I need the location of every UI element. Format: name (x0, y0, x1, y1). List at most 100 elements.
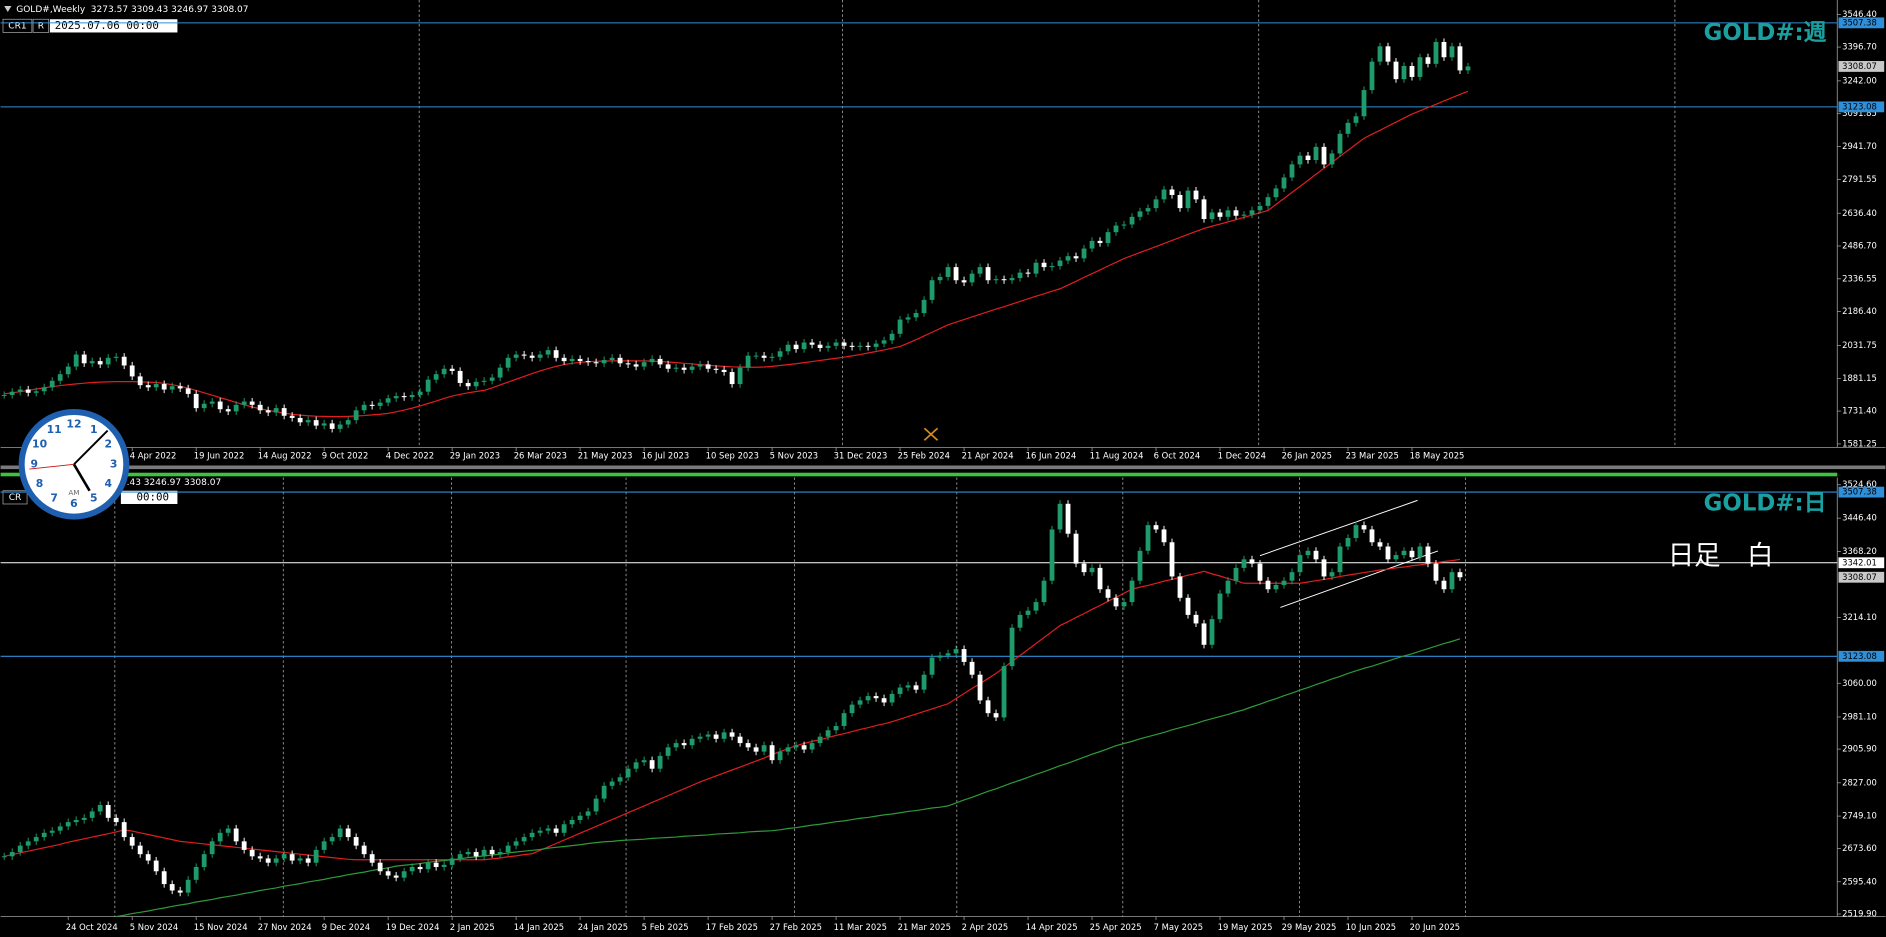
candle-body (625, 768, 631, 778)
candle-body (633, 364, 639, 367)
candle-body (601, 360, 607, 364)
chart-title: GOLD#:週 (1704, 20, 1827, 46)
y-tick-label: 3091.85 (1842, 108, 1877, 118)
y-tick-label: 2791.55 (1842, 174, 1877, 184)
y-tick-label: 2749.10 (1842, 811, 1877, 821)
candle-body (849, 704, 855, 714)
candle-body (1465, 66, 1471, 71)
button[interactable] (2, 490, 28, 505)
candle-body (1361, 525, 1367, 530)
candle-body (345, 420, 351, 425)
candle-body (929, 280, 935, 300)
candle-body (377, 862, 383, 872)
candle-body (1209, 212, 1215, 220)
candle-body (305, 420, 311, 423)
y-tick-label: 3396.70 (1842, 42, 1877, 52)
candle-body (1321, 559, 1327, 577)
candle-body (817, 344, 823, 348)
candle-body (921, 674, 927, 690)
x-tick-label: 16 Jul 2023 (642, 450, 690, 460)
y-tick-label: 3524.60 (1842, 479, 1877, 489)
candle-body (769, 356, 775, 358)
candle-body (289, 415, 295, 418)
candle-body (497, 852, 503, 855)
candle-body (873, 696, 879, 699)
y-tick-label: 2673.60 (1842, 843, 1877, 853)
candle-body (865, 345, 871, 347)
candle-body (681, 743, 687, 746)
button-label[interactable]: CR (9, 493, 22, 503)
candle-body (313, 849, 319, 863)
price-tag (1838, 17, 1885, 29)
candle-body (113, 817, 119, 823)
candle-body (417, 866, 423, 870)
candle-body (817, 736, 823, 744)
candle-body (1321, 146, 1327, 165)
candle-body (337, 424, 343, 429)
candle-body (313, 420, 319, 426)
candle-body (1377, 542, 1383, 547)
button-label[interactable]: CR1 (8, 21, 26, 31)
candle-body (1345, 122, 1351, 134)
candle-body (1433, 563, 1439, 581)
candle-body (33, 391, 39, 393)
candle-body (217, 832, 223, 842)
candle-body (425, 862, 431, 870)
candle-body (1001, 279, 1007, 281)
x-tick-label: 7 May 2025 (1154, 922, 1203, 932)
candle-body (369, 854, 375, 863)
candle-body (673, 743, 679, 748)
menu-arrow[interactable] (4, 6, 12, 13)
candle-body (593, 362, 599, 364)
candle-body (57, 826, 63, 831)
candle-body (889, 333, 895, 341)
candle-body (809, 342, 815, 345)
x-tick-label: 14 Jan 2025 (514, 922, 564, 932)
candle-body (753, 355, 759, 357)
candle-body (1009, 278, 1015, 281)
clock-number: 12 (66, 418, 81, 431)
button-label[interactable]: R (38, 21, 44, 31)
candle-body (1129, 216, 1135, 225)
candle-body (617, 777, 623, 782)
x-tick-label: 15 Nov 2024 (194, 922, 248, 932)
x-tick-label: 26 Mar 2023 (514, 450, 567, 460)
candle-body (697, 364, 703, 367)
candle-body (1257, 205, 1263, 211)
candle-body (1065, 503, 1071, 534)
candle-body (49, 380, 55, 388)
candle-body (505, 845, 511, 853)
chart-panel: 3546.40 3396.70 3242.00 3091.85 2941.70 2791.… (0, 0, 1885, 460)
candle-body (1105, 232, 1111, 244)
y-tick-label: 2336.55 (1842, 273, 1877, 283)
chart-panel: 3524.60 3446.40 3368.20 3214.10 3060.00 2981.… (0, 477, 1885, 932)
candle-body (585, 811, 591, 816)
candle-body (81, 817, 87, 820)
y-tick-label: 1581.25 (1842, 438, 1877, 448)
candle-body (977, 674, 983, 701)
candle-body (1457, 46, 1463, 71)
y-tick-label: 3368.20 (1842, 546, 1877, 556)
candle-body (873, 343, 879, 347)
candle-body (545, 350, 551, 355)
candle-body (833, 725, 839, 731)
candle-body (1217, 593, 1223, 620)
candle-body (913, 685, 919, 690)
candle-body (825, 345, 831, 348)
y-tick-label: 2186.40 (1842, 306, 1877, 316)
candle-body (401, 871, 407, 878)
candle-body (777, 751, 783, 761)
candle-body (473, 852, 479, 857)
clock-number: 6 (70, 497, 78, 510)
candle-body (281, 854, 287, 859)
candle-body (185, 879, 191, 893)
candle-body (1249, 210, 1255, 215)
candle-body (1073, 256, 1079, 259)
candle-body (1193, 190, 1199, 200)
candle-body (1289, 164, 1295, 178)
candle-body (1337, 546, 1343, 573)
candle-body (569, 819, 575, 825)
price-tag-label: 3308.07 (1842, 61, 1877, 71)
candle-body (1185, 597, 1191, 615)
